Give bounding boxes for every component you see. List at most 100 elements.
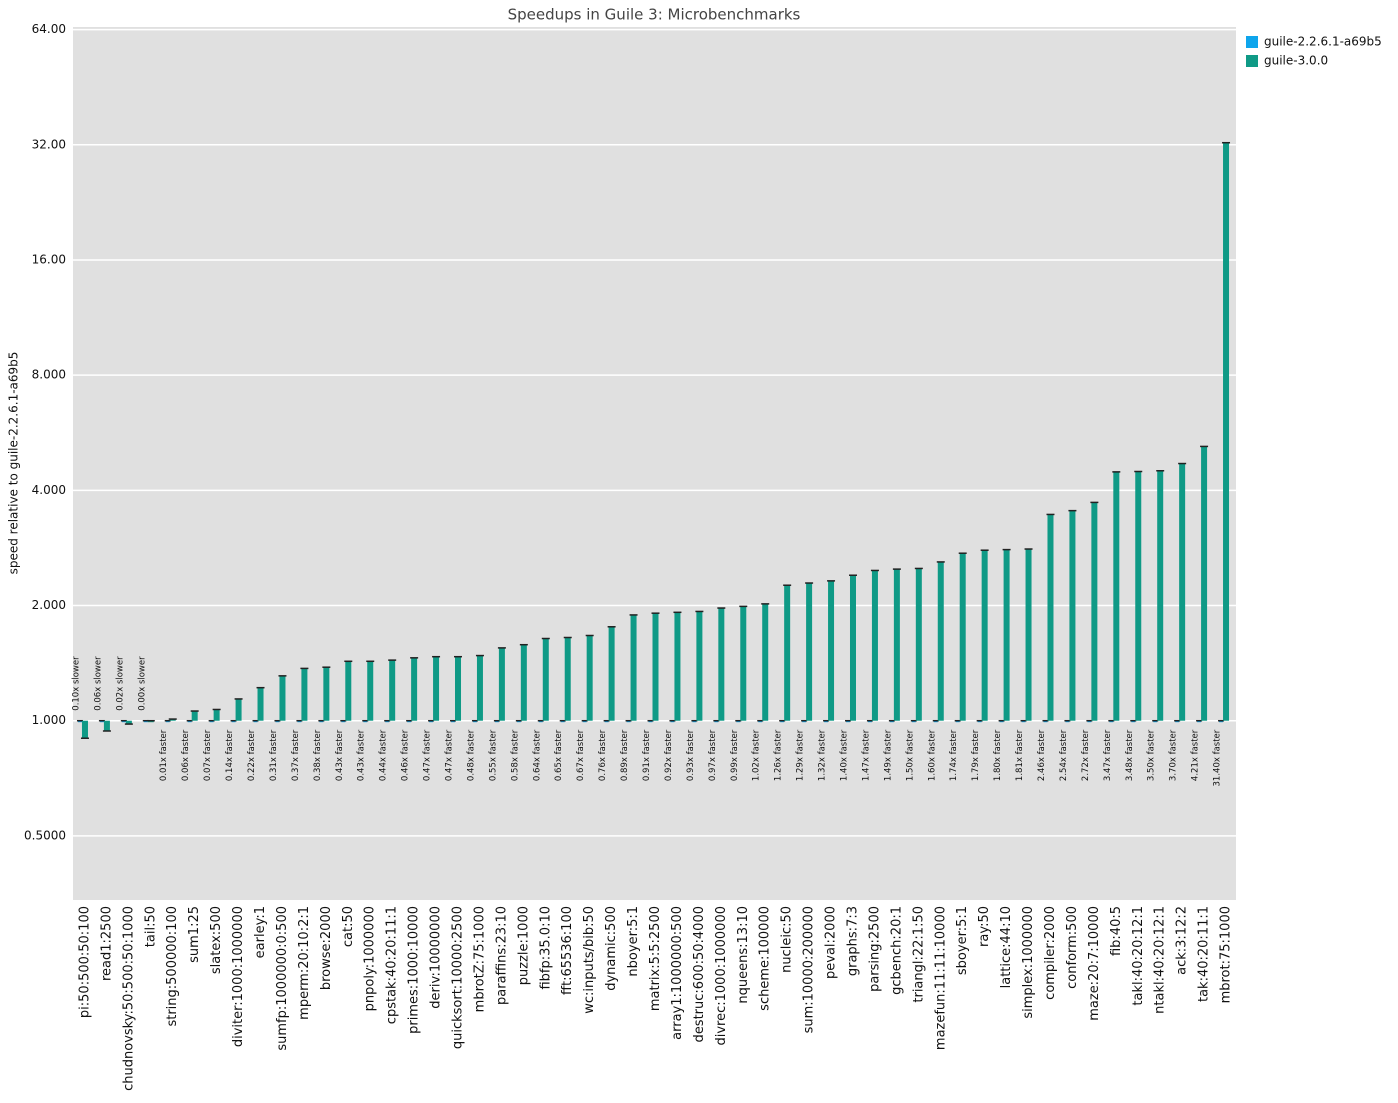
bar [455,656,462,721]
value-label: 1.32x faster [818,729,828,781]
bar [1003,549,1010,721]
x-tick-label: sumfp:1000000:0:500 [275,906,290,1051]
x-tick-label: wc:inputs/bib:50 [582,906,597,1014]
value-label: 3.70x faster [1169,729,1179,781]
bar [389,660,396,721]
x-tick-label: mbrot:75:1000 [1219,906,1234,1003]
bar [542,638,549,721]
x-tick-label: cpstak:40:20:11:1 [385,906,400,1024]
x-tick-label: tail:50 [143,906,158,947]
x-tick-label: browse:2000 [319,906,334,990]
x-tick-label: lattice:44:10 [999,906,1014,988]
bar [718,608,725,721]
x-tick-label: matrix:5:5:2500 [648,906,663,1011]
bar [849,575,856,721]
bar [674,612,681,721]
value-label: 0.92x faster [664,729,674,781]
bar [125,720,132,725]
bar [1113,471,1120,721]
value-label: 3.48x faster [1125,729,1135,781]
bar [367,661,374,721]
bar [1135,471,1142,721]
x-tick-label: fibfp:35.0:10 [538,906,553,990]
x-tick-label: divrec:1000:1000000 [714,906,729,1046]
y-tick-label: 1.000 [32,713,66,727]
value-label: 1.29x faster [796,729,806,781]
value-label: 0.47x faster [423,729,433,781]
bar [915,568,922,721]
x-tick-label: diviter:1000:1000000 [231,906,246,1047]
x-tick-label: slatex:500 [209,906,224,974]
value-label: 1.60x faster [927,729,937,781]
value-label: 0.10x slower [71,656,81,711]
x-tick-label: conform:500 [1065,906,1080,989]
x-tick-label: sboyer:5:1 [955,906,970,975]
value-label: 1.79x faster [971,729,981,781]
value-label: 1.81x faster [1015,729,1025,781]
x-tick-label: nucleic:50 [780,906,795,973]
bar [169,719,176,721]
x-tick-label: sum:10000:200000 [802,906,817,1033]
value-label: 2.72x faster [1081,729,1091,781]
bar [762,603,769,721]
value-label: 0.06x faster [181,729,191,781]
x-tick-label: chudnovsky:50:500:50:1000 [121,906,136,1091]
y-tick-label: 16.00 [32,252,66,266]
value-label: 1.47x faster [861,729,871,781]
bar [959,553,966,721]
bar [213,709,220,721]
value-label: 0.07x faster [203,729,213,781]
bar [652,613,659,721]
bar [433,656,440,721]
bar [345,661,352,721]
value-label: 0.64x faster [532,729,542,781]
bar [476,655,483,721]
value-label: 0.22x faster [247,729,257,781]
x-tick-label: triangl:22:1:50 [911,906,926,1003]
value-label: 0.48x faster [466,729,476,781]
y-tick-label: 4.000 [32,483,66,497]
bar [1157,470,1164,721]
chart-title: Speedups in Guile 3: Microbenchmarks [508,6,801,24]
bar [191,711,198,721]
value-label: 0.47x faster [445,729,455,781]
bar [1091,502,1098,721]
x-tick-label: string:500000:100 [165,906,180,1027]
value-label: 2.46x faster [1037,729,1047,781]
bar [301,668,308,721]
value-label: 1.26x faster [774,729,784,781]
value-label: 0.97x faster [708,729,718,781]
bar [520,644,527,721]
value-label: 3.47x faster [1103,729,1113,781]
x-tick-label: cat:50 [341,906,356,947]
bar [893,569,900,721]
y-tick-label: 8.000 [32,368,66,382]
value-label: 0.99x faster [730,729,740,781]
value-label: 0.89x faster [620,729,630,781]
x-tick-label: destruc:600:50:4000 [692,906,707,1042]
x-tick-label: deriv:10000000 [429,906,444,1009]
x-tick-label: earley:1 [253,906,268,958]
value-label: 1.49x faster [883,729,893,781]
value-label: 0.44x faster [379,729,389,781]
x-tick-label: maze:20:7:10000 [1087,906,1102,1021]
value-label: 0.58x faster [510,729,520,781]
bar [740,606,747,721]
value-label: 4.21x faster [1191,729,1201,781]
plot-area [73,27,1236,900]
bar [1069,510,1076,721]
value-label: 0.76x faster [598,729,608,781]
value-label: 0.00x slower [137,656,147,711]
bar [1179,463,1186,721]
bar [257,687,264,721]
bar [235,698,242,721]
bar [784,585,791,721]
bar [564,637,571,721]
bar [937,561,944,721]
legend-swatch [1246,36,1258,48]
x-tick-label: fft:65536:100 [560,906,575,995]
bar [1047,514,1054,721]
bar [81,720,88,739]
bar [323,667,330,721]
